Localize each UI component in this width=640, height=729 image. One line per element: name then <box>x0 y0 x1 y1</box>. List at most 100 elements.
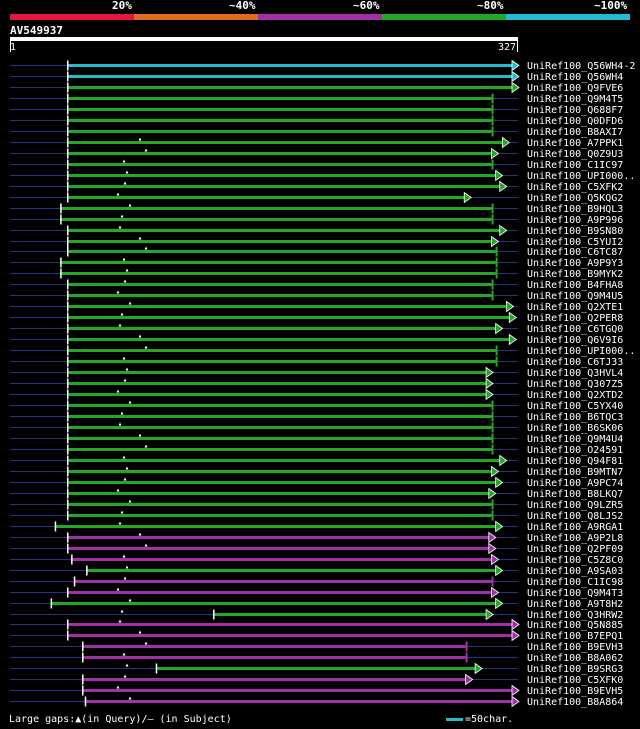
hit-label[interactable]: UniRef100_O24591 <box>527 445 623 456</box>
hit-label[interactable]: UniRef100_C5XFK0 <box>527 675 623 686</box>
hit-alignment[interactable] <box>67 426 492 429</box>
hit-alignment[interactable] <box>67 514 492 517</box>
hit-alignment[interactable] <box>67 623 512 626</box>
hit-label[interactable]: UniRef100_Q2PER8 <box>527 313 623 324</box>
hit-label[interactable]: UniRef100_Q0Z9U3 <box>527 149 623 160</box>
hit-label[interactable]: UniRef100_A9T8H2 <box>527 599 623 610</box>
hit-label[interactable]: UniRef100_Q94F81 <box>527 456 623 467</box>
hit-alignment[interactable] <box>67 64 512 67</box>
hit-alignment[interactable] <box>67 547 489 550</box>
hit-label[interactable]: UniRef100_B9MTN7 <box>527 467 623 478</box>
hit-label[interactable]: UniRef100_B8LKQ7 <box>527 489 623 500</box>
hit-label[interactable]: UniRef100_A9P996 <box>527 215 623 226</box>
hit-label[interactable]: UniRef100_B6TQC3 <box>527 412 623 423</box>
hit-alignment[interactable] <box>67 141 503 144</box>
hit-label[interactable]: UniRef100_B9HQL3 <box>527 204 623 215</box>
hit-label[interactable]: UniRef100_Q9FVE6 <box>527 83 623 94</box>
hit-label[interactable]: UniRef100_Q56WH4 <box>527 72 623 83</box>
hit-label[interactable]: UniRef100_B8A864 <box>527 697 623 708</box>
hit-label[interactable]: UniRef100_C1IC98 <box>527 577 623 588</box>
hit-alignment[interactable] <box>82 678 466 681</box>
hit-alignment[interactable] <box>67 349 496 352</box>
hit-alignment[interactable] <box>67 240 492 243</box>
hit-label[interactable]: UniRef100_B8AXI7 <box>527 127 623 138</box>
hit-alignment[interactable] <box>67 371 487 374</box>
hit-alignment[interactable] <box>67 536 489 539</box>
hit-label[interactable]: UniRef100_Q9M4U4 <box>527 434 623 445</box>
hit-alignment[interactable] <box>67 97 492 100</box>
hit-alignment[interactable] <box>86 569 496 572</box>
hit-label[interactable]: UniRef100_Q2PF09 <box>527 544 623 555</box>
hit-label[interactable]: UniRef100_C1IC97 <box>527 160 623 171</box>
hit-alignment[interactable] <box>67 130 492 133</box>
hit-label[interactable]: UniRef100_A9P2L8 <box>527 533 623 544</box>
hit-label[interactable]: UniRef100_Q8LJS2 <box>527 511 623 522</box>
hit-label[interactable]: UniRef100_C6TC87 <box>527 247 623 258</box>
hit-label[interactable]: UniRef100_B8A062 <box>527 653 623 664</box>
hit-alignment[interactable] <box>67 404 492 407</box>
hit-alignment[interactable] <box>60 218 492 221</box>
hit-alignment[interactable] <box>67 75 512 78</box>
hit-label[interactable]: UniRef100_Q56WH4-2 <box>527 61 635 72</box>
hit-alignment[interactable] <box>67 250 496 253</box>
hit-label[interactable]: UniRef100_B7EPQ1 <box>527 631 623 642</box>
hit-alignment[interactable] <box>67 448 492 451</box>
hit-label[interactable]: UniRef100_A9RGA1 <box>527 522 623 533</box>
hit-label[interactable]: UniRef100_B9SRG3 <box>527 664 623 675</box>
hit-alignment[interactable] <box>82 656 466 659</box>
hit-label[interactable]: UniRef100_C5YUI2 <box>527 237 623 248</box>
hit-alignment[interactable] <box>82 689 513 692</box>
hit-label[interactable]: UniRef100_C5YX40 <box>527 401 623 412</box>
hit-label[interactable]: UniRef100_A9SA03 <box>527 566 623 577</box>
hit-label[interactable]: UniRef100_B9MYK2 <box>527 269 623 280</box>
hit-label[interactable]: UniRef100_Q2XTE1 <box>527 302 623 313</box>
hit-alignment[interactable] <box>67 229 500 232</box>
hit-label[interactable]: UniRef100_A9PC74 <box>527 478 623 489</box>
hit-alignment[interactable] <box>67 327 496 330</box>
hit-alignment[interactable] <box>67 185 500 188</box>
hit-alignment[interactable] <box>67 196 465 199</box>
hit-alignment[interactable] <box>67 119 492 122</box>
hit-label[interactable]: UniRef100_B4FHA8 <box>527 280 623 291</box>
hit-alignment[interactable] <box>67 163 492 166</box>
hit-label[interactable]: UniRef100_C6TGQ0 <box>527 324 623 335</box>
hit-alignment[interactable] <box>67 470 492 473</box>
hit-alignment[interactable] <box>50 602 496 605</box>
hit-label[interactable]: UniRef100_A7PPK1 <box>527 138 623 149</box>
hit-label[interactable]: UniRef100_UPI000.. <box>527 171 635 182</box>
hit-alignment[interactable] <box>82 645 466 648</box>
hit-label[interactable]: UniRef100_Q307Z5 <box>527 379 623 390</box>
hit-label[interactable]: UniRef100_Q9M4U5 <box>527 291 623 302</box>
hit-alignment[interactable] <box>67 382 487 385</box>
hit-alignment[interactable] <box>67 294 492 297</box>
hit-alignment[interactable] <box>67 415 492 418</box>
hit-alignment[interactable] <box>67 481 496 484</box>
hit-alignment[interactable] <box>73 580 492 583</box>
hit-label[interactable]: UniRef100_Q3HRW2 <box>527 610 623 621</box>
hit-alignment[interactable] <box>67 503 492 506</box>
hit-label[interactable]: UniRef100_C5XFK2 <box>527 182 623 193</box>
hit-alignment[interactable] <box>67 634 512 637</box>
hit-alignment[interactable] <box>67 459 500 462</box>
hit-alignment[interactable] <box>67 86 512 89</box>
hit-label[interactable]: UniRef100_A9P9Y3 <box>527 258 623 269</box>
hit-alignment[interactable] <box>67 108 492 111</box>
hit-alignment[interactable] <box>67 152 492 155</box>
hit-alignment[interactable] <box>60 261 496 264</box>
hit-alignment[interactable] <box>60 207 492 210</box>
hit-alignment[interactable] <box>67 316 510 319</box>
hit-alignment[interactable] <box>71 558 492 561</box>
hit-alignment[interactable] <box>67 591 492 594</box>
hit-label[interactable]: UniRef100_C6TJ33 <box>527 357 623 368</box>
hit-alignment[interactable] <box>67 393 487 396</box>
hit-label[interactable]: UniRef100_B6SK06 <box>527 423 623 434</box>
hit-label[interactable]: UniRef100_Q5KQG2 <box>527 193 623 204</box>
hit-label[interactable]: UniRef100_Q3HVL4 <box>527 368 623 379</box>
hit-label[interactable]: UniRef100_Q9M4T3 <box>527 588 623 599</box>
hit-alignment[interactable] <box>155 667 476 670</box>
hit-label[interactable]: UniRef100_B9EVH3 <box>527 642 623 653</box>
hit-alignment[interactable] <box>84 700 513 703</box>
hit-label[interactable]: UniRef100_UPI000.. <box>527 346 635 357</box>
hit-alignment[interactable] <box>67 492 489 495</box>
hit-alignment[interactable] <box>67 437 492 440</box>
